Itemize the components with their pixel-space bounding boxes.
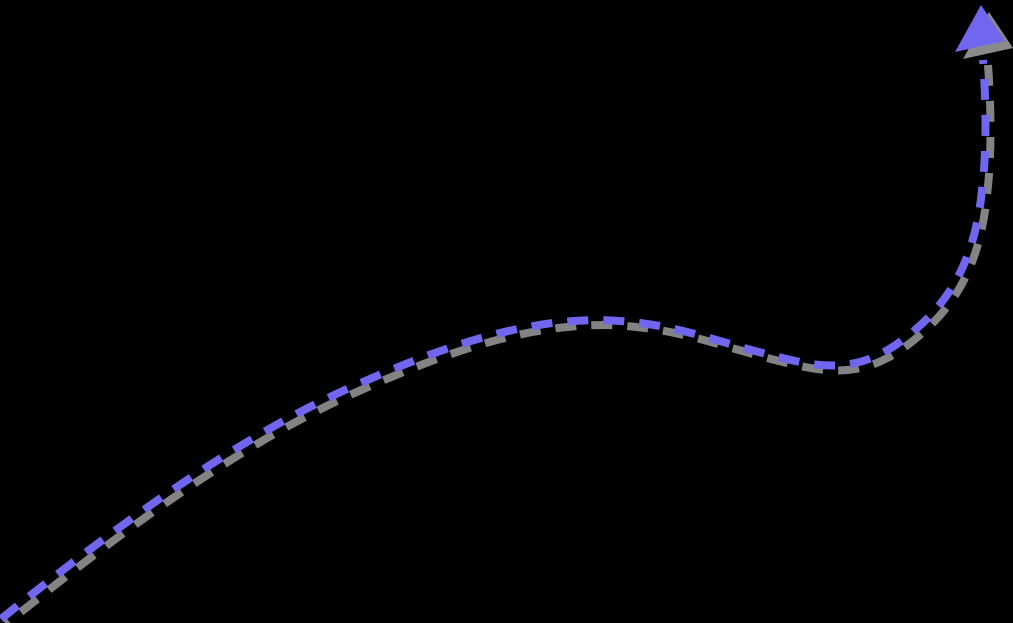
- arrow-curve: [0, 59, 990, 623]
- arrow-shadow-layer: [3, 12, 1013, 623]
- arrow-shadow-curve: [3, 64, 995, 623]
- arrowhead-icon: [955, 5, 1005, 52]
- arrow-main-layer: [0, 5, 1005, 623]
